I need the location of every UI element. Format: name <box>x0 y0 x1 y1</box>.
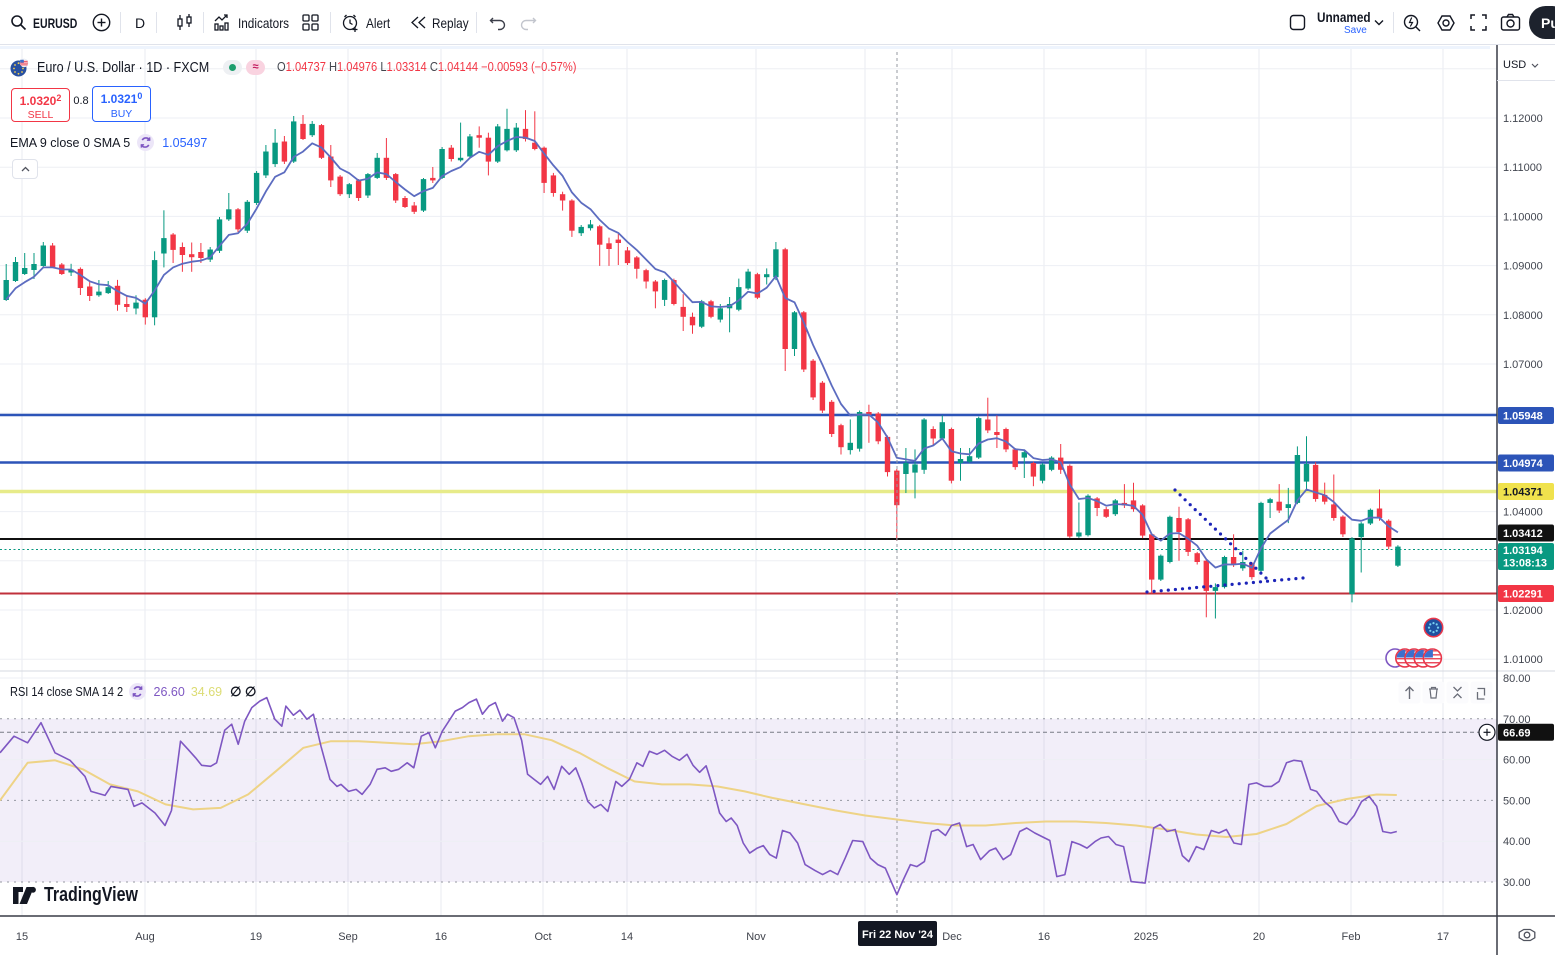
svg-text:1.03194: 1.03194 <box>1503 545 1544 557</box>
svg-text:1.04000: 1.04000 <box>1503 507 1543 519</box>
svg-text:1.04371: 1.04371 <box>1503 487 1543 499</box>
svg-text:14: 14 <box>621 931 633 943</box>
svg-text:1.02000: 1.02000 <box>1503 605 1543 617</box>
svg-text:13:08:13: 13:08:13 <box>1503 558 1547 570</box>
svg-text:Aug: Aug <box>135 931 155 943</box>
svg-text:1.04974: 1.04974 <box>1503 458 1544 470</box>
svg-text:66.69: 66.69 <box>1503 727 1531 739</box>
svg-text:16: 16 <box>1038 931 1050 943</box>
svg-text:15: 15 <box>16 931 28 943</box>
svg-text:1.08000: 1.08000 <box>1503 310 1543 322</box>
svg-text:Sep: Sep <box>338 931 358 943</box>
svg-text:1.09000: 1.09000 <box>1503 261 1543 273</box>
svg-text:50.00: 50.00 <box>1503 795 1531 807</box>
svg-text:Feb: Feb <box>1342 931 1361 943</box>
svg-text:30.00: 30.00 <box>1503 877 1531 889</box>
svg-text:60.00: 60.00 <box>1503 755 1531 767</box>
svg-text:1.02291: 1.02291 <box>1503 589 1543 601</box>
svg-text:19: 19 <box>250 931 262 943</box>
svg-text:Oct: Oct <box>534 931 551 943</box>
svg-text:1.03412: 1.03412 <box>1503 528 1543 540</box>
svg-text:Dec: Dec <box>942 931 962 943</box>
svg-text:17: 17 <box>1437 931 1449 943</box>
svg-text:1.12000: 1.12000 <box>1503 113 1543 125</box>
svg-text:80.00: 80.00 <box>1503 673 1531 685</box>
svg-text:Nov: Nov <box>746 931 766 943</box>
svg-text:40.00: 40.00 <box>1503 836 1531 848</box>
svg-text:1.01000: 1.01000 <box>1503 654 1543 666</box>
svg-text:1.10000: 1.10000 <box>1503 211 1543 223</box>
svg-text:1.05948: 1.05948 <box>1503 411 1543 423</box>
svg-text:16: 16 <box>435 931 447 943</box>
svg-text:Fri 22 Nov '24: Fri 22 Nov '24 <box>862 929 934 941</box>
svg-text:1.07000: 1.07000 <box>1503 359 1543 371</box>
svg-text:1.11000: 1.11000 <box>1503 162 1542 174</box>
svg-text:2025: 2025 <box>1134 931 1158 943</box>
svg-text:20: 20 <box>1253 931 1265 943</box>
svg-text:70.00: 70.00 <box>1503 714 1531 726</box>
